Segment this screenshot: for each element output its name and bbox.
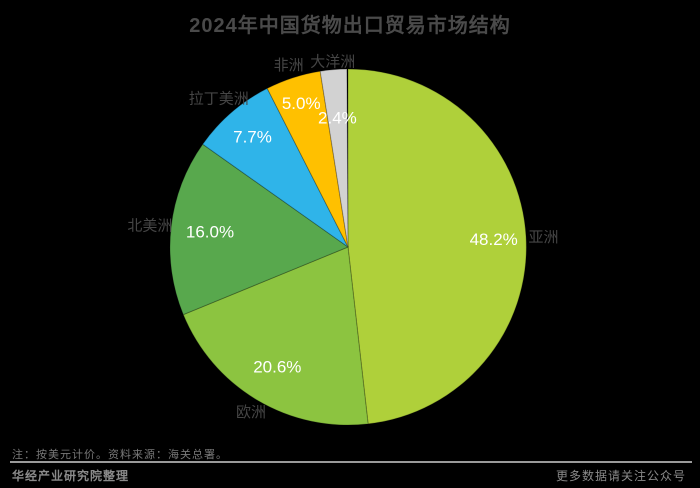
pie-pct-label: 20.6% [253, 358, 301, 377]
pie-slice-大洋洲 [319, 68, 349, 248]
pie-slice-亚洲 [347, 68, 527, 425]
pie-category-label: 亚洲 [528, 229, 558, 246]
pie-pct-label: 48.2% [470, 230, 518, 249]
pie-pct-label: 2.4% [318, 109, 357, 128]
pie-slice-北美洲 [169, 143, 350, 316]
pie-category-label: 拉丁美洲 [189, 91, 249, 108]
footer-divider [10, 461, 692, 463]
pie-category-label: 北美洲 [127, 218, 172, 235]
chart-title: 2024年中国货物出口贸易市场结构 [189, 15, 511, 37]
pie-category-label: 非洲 [274, 57, 304, 74]
pie-pct-label: 7.7% [233, 128, 272, 147]
footer-left-text: 华经产业研究院整理 [12, 469, 130, 483]
pie-slice-欧洲 [182, 246, 369, 426]
source-note: 注：按美元计价。资料来源：海关总署。 [12, 449, 228, 461]
footer-right-text: 更多数据请关注公众号 [555, 469, 686, 483]
pie-pct-label: 16.0% [186, 222, 234, 241]
pie-pct-label: 5.0% [282, 94, 321, 113]
pie-category-label: 欧洲 [236, 404, 266, 421]
pie-category-label: 大洋洲 [310, 54, 355, 71]
pie-slice-拉丁美洲 [202, 87, 349, 248]
pie-slice-非洲 [266, 70, 349, 248]
